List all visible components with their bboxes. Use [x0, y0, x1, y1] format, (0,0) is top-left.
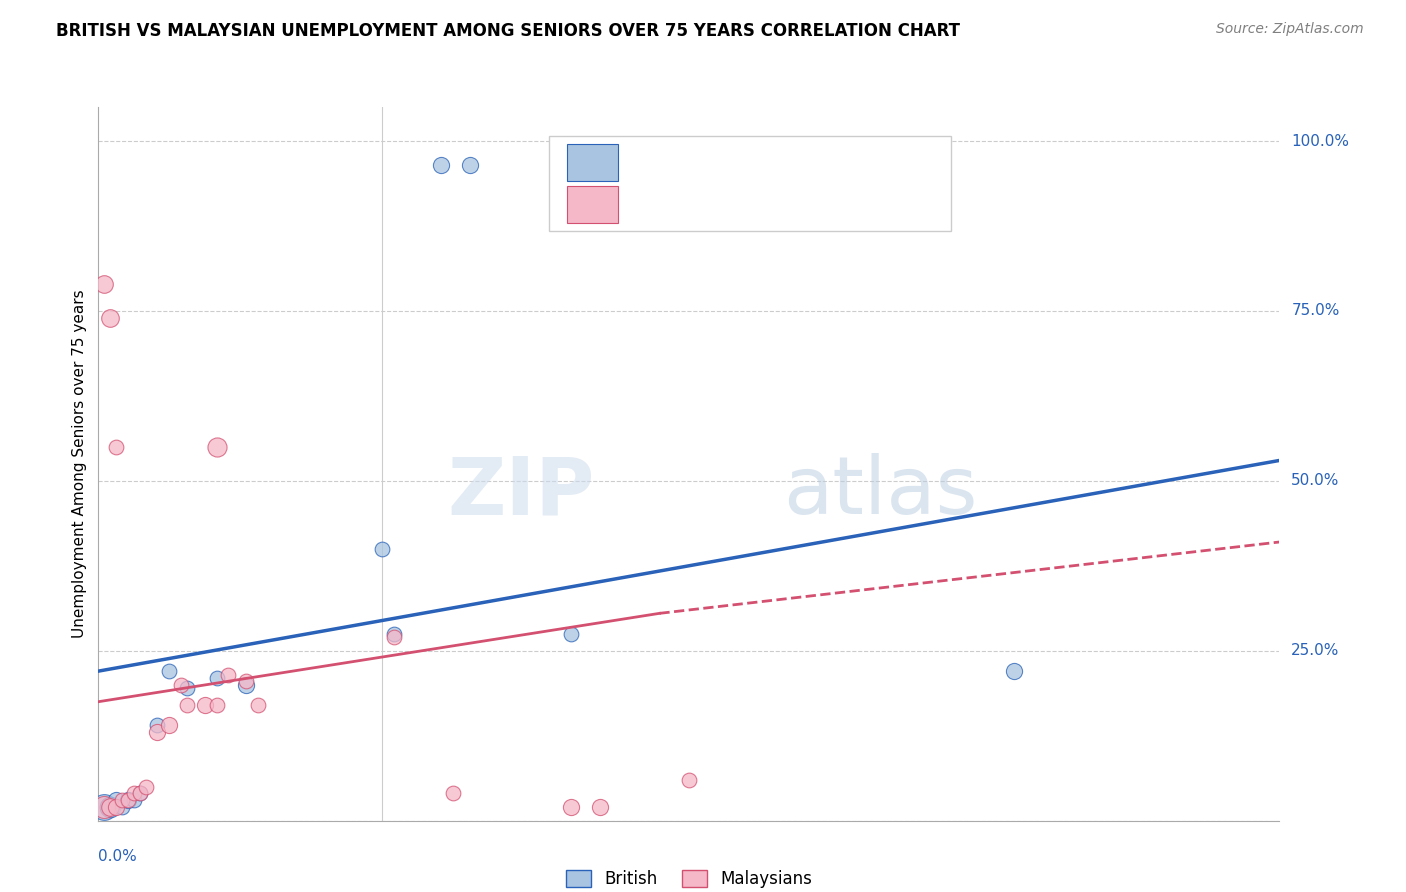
- Point: [176, 698, 198, 712]
- Point: [111, 793, 134, 807]
- Point: [205, 671, 228, 685]
- Point: [93, 800, 115, 814]
- Y-axis label: Unemployment Among Seniors over 75 years: Unemployment Among Seniors over 75 years: [72, 290, 87, 638]
- Point: [128, 787, 150, 801]
- Point: [235, 674, 257, 689]
- Point: [441, 787, 464, 801]
- Point: [93, 277, 115, 291]
- Point: [205, 440, 228, 454]
- Point: [430, 158, 453, 172]
- Point: [98, 800, 121, 814]
- Point: [157, 664, 180, 678]
- Point: [176, 681, 198, 695]
- Point: [157, 718, 180, 732]
- Legend: British, Malaysians: British, Malaysians: [558, 863, 820, 892]
- Text: R =  0.189    N = 15: R = 0.189 N = 15: [631, 153, 814, 171]
- Point: [235, 678, 257, 692]
- Point: [93, 800, 115, 814]
- Point: [194, 698, 217, 712]
- Point: [105, 800, 128, 814]
- Point: [678, 772, 700, 787]
- Point: [382, 630, 405, 644]
- Point: [122, 793, 145, 807]
- Point: [135, 780, 157, 794]
- Point: [105, 793, 128, 807]
- Text: 0.0%: 0.0%: [98, 849, 138, 864]
- Point: [170, 678, 193, 692]
- Point: [246, 698, 269, 712]
- Point: [560, 800, 582, 814]
- Point: [382, 626, 405, 640]
- Point: [1002, 664, 1025, 678]
- Point: [98, 800, 121, 814]
- Text: BRITISH VS MALAYSIAN UNEMPLOYMENT AMONG SENIORS OVER 75 YEARS CORRELATION CHART: BRITISH VS MALAYSIAN UNEMPLOYMENT AMONG …: [56, 22, 960, 40]
- Text: 100.0%: 100.0%: [1291, 134, 1350, 149]
- Text: R =  0.079    N = 26: R = 0.079 N = 26: [631, 195, 814, 213]
- Point: [205, 698, 228, 712]
- Point: [146, 718, 169, 732]
- Point: [105, 440, 128, 454]
- Point: [111, 800, 134, 814]
- Point: [589, 800, 612, 814]
- Text: ZIP: ZIP: [447, 453, 595, 532]
- Point: [117, 793, 139, 807]
- Point: [128, 787, 150, 801]
- Point: [217, 667, 239, 681]
- Point: [371, 541, 394, 556]
- Point: [122, 787, 145, 801]
- Text: Source: ZipAtlas.com: Source: ZipAtlas.com: [1216, 22, 1364, 37]
- Point: [98, 310, 121, 325]
- Text: 25.0%: 25.0%: [1291, 643, 1340, 658]
- Text: 50.0%: 50.0%: [1291, 474, 1340, 488]
- Text: atlas: atlas: [783, 453, 977, 532]
- Text: 75.0%: 75.0%: [1291, 303, 1340, 318]
- Point: [117, 793, 139, 807]
- Point: [460, 158, 482, 172]
- Point: [560, 626, 582, 640]
- Point: [146, 725, 169, 739]
